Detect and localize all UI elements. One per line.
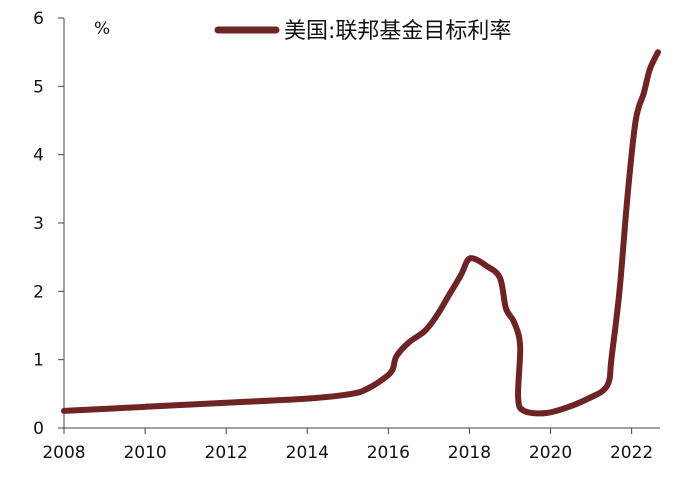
y-tick-label: 0 [33,419,44,439]
x-tick-label: 2010 [123,443,166,463]
y-tick-label: 3 [33,214,44,234]
x-tick-label: 2020 [529,443,572,463]
plot-area: 0 1 2 3 4 5 6 2008 2010 2012 2014 2016 2018 2020 2022… [33,9,661,463]
legend-label: 美国:联邦基金目标利率 [284,19,511,44]
y-axis-ticks: 0 1 2 3 4 5 6 [33,9,64,439]
x-tick-label: 2014 [286,443,329,463]
y-tick-label: 5 [33,77,44,97]
x-tick-label: 2022 [610,443,653,463]
legend: 美国:联邦基金目标利率 [214,19,511,44]
y-tick-label: 1 [33,351,44,371]
x-tick-label: 2012 [205,443,248,463]
x-tick-label: 2008 [42,443,85,463]
y-tick-label: 4 [33,146,44,166]
series-layer [61,49,661,417]
series-line-fed-funds-rate [61,49,661,417]
x-tick-label: 2018 [448,443,491,463]
unit-label: % [94,19,110,39]
y-tick-label: 6 [33,9,44,29]
x-tick-label: 2016 [367,443,410,463]
y-tick-label: 2 [33,282,44,302]
x-axis-ticks: 2008 2010 2012 2014 2016 2018 2020 2022 [42,428,653,463]
